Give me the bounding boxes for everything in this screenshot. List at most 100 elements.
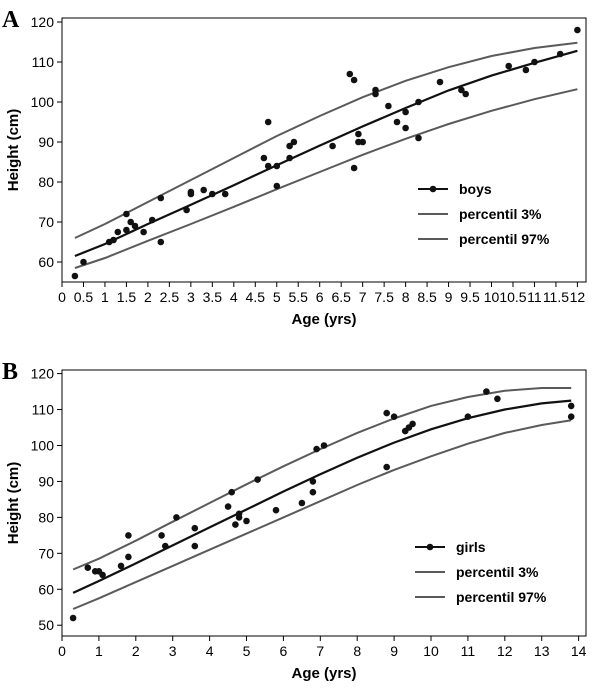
data-point xyxy=(556,50,564,58)
x-tick-label: 1 xyxy=(101,289,109,305)
data-point xyxy=(350,164,358,172)
data-point xyxy=(71,272,79,280)
x-tick-label: 8 xyxy=(402,289,410,305)
series-line-percentil-97- xyxy=(74,41,578,239)
data-point xyxy=(298,499,306,507)
y-tick-label: 80 xyxy=(38,509,54,525)
panel-letter: B xyxy=(2,359,18,385)
data-point xyxy=(260,154,268,162)
x-tick-label: 9 xyxy=(445,289,453,305)
x-tick-label: 5 xyxy=(273,289,281,305)
series-line-percentil-3- xyxy=(72,419,572,610)
x-tick-label: 6 xyxy=(280,643,288,659)
legend-label: percentil 3% xyxy=(459,206,542,222)
x-tick-label: 5 xyxy=(243,643,251,659)
series-line-girls xyxy=(72,399,572,594)
plot-frame xyxy=(61,369,587,637)
data-point xyxy=(574,26,581,34)
y-tick-label: 60 xyxy=(38,581,54,597)
x-axis-label: Age (yrs) xyxy=(291,311,356,328)
data-point xyxy=(254,476,261,483)
data-point xyxy=(158,532,165,539)
y-tick-label: 110 xyxy=(32,54,55,70)
data-point xyxy=(390,413,398,421)
data-point xyxy=(383,409,391,417)
data-point xyxy=(494,395,501,403)
x-tick-label: 6.5 xyxy=(331,289,351,305)
data-point xyxy=(110,236,117,244)
data-point xyxy=(464,413,472,421)
y-tick-label: 120 xyxy=(31,14,55,30)
panel-a: A0 0.5 1 1.5 2 2.5 3 3.5 4 4.5 5 5.5 6 6.5 7 7.5 8 8.5 9 9.… xyxy=(2,7,587,328)
x-tick-label: 8.5 xyxy=(417,289,437,305)
data-point xyxy=(462,90,470,98)
data-point xyxy=(286,142,293,150)
data-point xyxy=(329,142,336,150)
data-point xyxy=(522,66,530,74)
data-point xyxy=(567,402,575,410)
data-point xyxy=(125,532,132,539)
data-point xyxy=(183,206,190,214)
x-tick-label: 10.5 xyxy=(499,289,526,305)
data-point xyxy=(131,222,139,230)
y-tick-label: 100 xyxy=(31,94,55,110)
y-tick-label: 110 xyxy=(32,402,55,418)
y-axis-label: Height (cm) xyxy=(5,462,22,545)
data-point xyxy=(84,564,92,571)
x-tick-label: 3.5 xyxy=(203,289,223,305)
data-point xyxy=(273,162,281,170)
y-tick-label: 100 xyxy=(31,437,55,453)
data-point xyxy=(123,226,130,234)
data-point xyxy=(355,130,362,138)
data-point xyxy=(346,70,354,78)
data-point xyxy=(187,188,195,196)
data-point xyxy=(191,524,199,532)
data-point xyxy=(209,190,216,198)
data-point xyxy=(393,118,401,126)
data-point xyxy=(402,124,409,132)
data-point xyxy=(264,162,272,170)
data-point xyxy=(313,445,320,453)
data-point xyxy=(567,413,575,421)
legend-label: boys xyxy=(459,181,492,197)
data-point xyxy=(458,86,465,94)
data-point xyxy=(359,138,367,146)
x-tick-label: 2 xyxy=(144,289,152,305)
x-tick-label: 13 xyxy=(534,643,550,659)
data-point xyxy=(264,118,272,126)
data-point xyxy=(350,76,358,84)
data-point xyxy=(80,258,87,266)
data-point xyxy=(127,218,134,226)
data-point xyxy=(483,388,490,395)
panel-letter: A xyxy=(2,7,20,33)
data-point xyxy=(157,238,165,246)
y-tick-label: 90 xyxy=(38,473,54,489)
legend-label: percentil 97% xyxy=(459,231,550,247)
data-point xyxy=(148,216,156,224)
x-tick-label: 0.5 xyxy=(74,289,94,305)
x-tick-label: 10 xyxy=(423,643,439,659)
data-point xyxy=(191,542,199,550)
data-point xyxy=(114,228,122,236)
y-tick-label: 70 xyxy=(38,545,54,561)
y-tick-label: 60 xyxy=(38,254,54,270)
data-point xyxy=(273,182,281,190)
panel-b: B0 1 2 3 4 5 6 7 8 9 10 11 12 13 145060708090100110120… xyxy=(2,359,587,682)
data-point xyxy=(531,58,538,66)
data-point xyxy=(221,190,229,198)
x-tick-label: 3 xyxy=(187,289,195,305)
data-point xyxy=(99,571,106,579)
data-point xyxy=(232,521,239,528)
data-point xyxy=(409,420,416,428)
data-point xyxy=(235,510,243,518)
data-point xyxy=(69,614,77,622)
data-point xyxy=(140,228,147,236)
data-point xyxy=(372,86,379,94)
x-tick-label: 5.5 xyxy=(288,289,308,305)
x-tick-label: 14 xyxy=(571,643,587,659)
x-tick-label: 10 xyxy=(484,289,500,305)
legend-label: girls xyxy=(456,539,486,555)
series-line-boys xyxy=(74,49,578,258)
legend-label: percentil 3% xyxy=(456,564,539,580)
y-tick-label: 70 xyxy=(38,214,54,230)
